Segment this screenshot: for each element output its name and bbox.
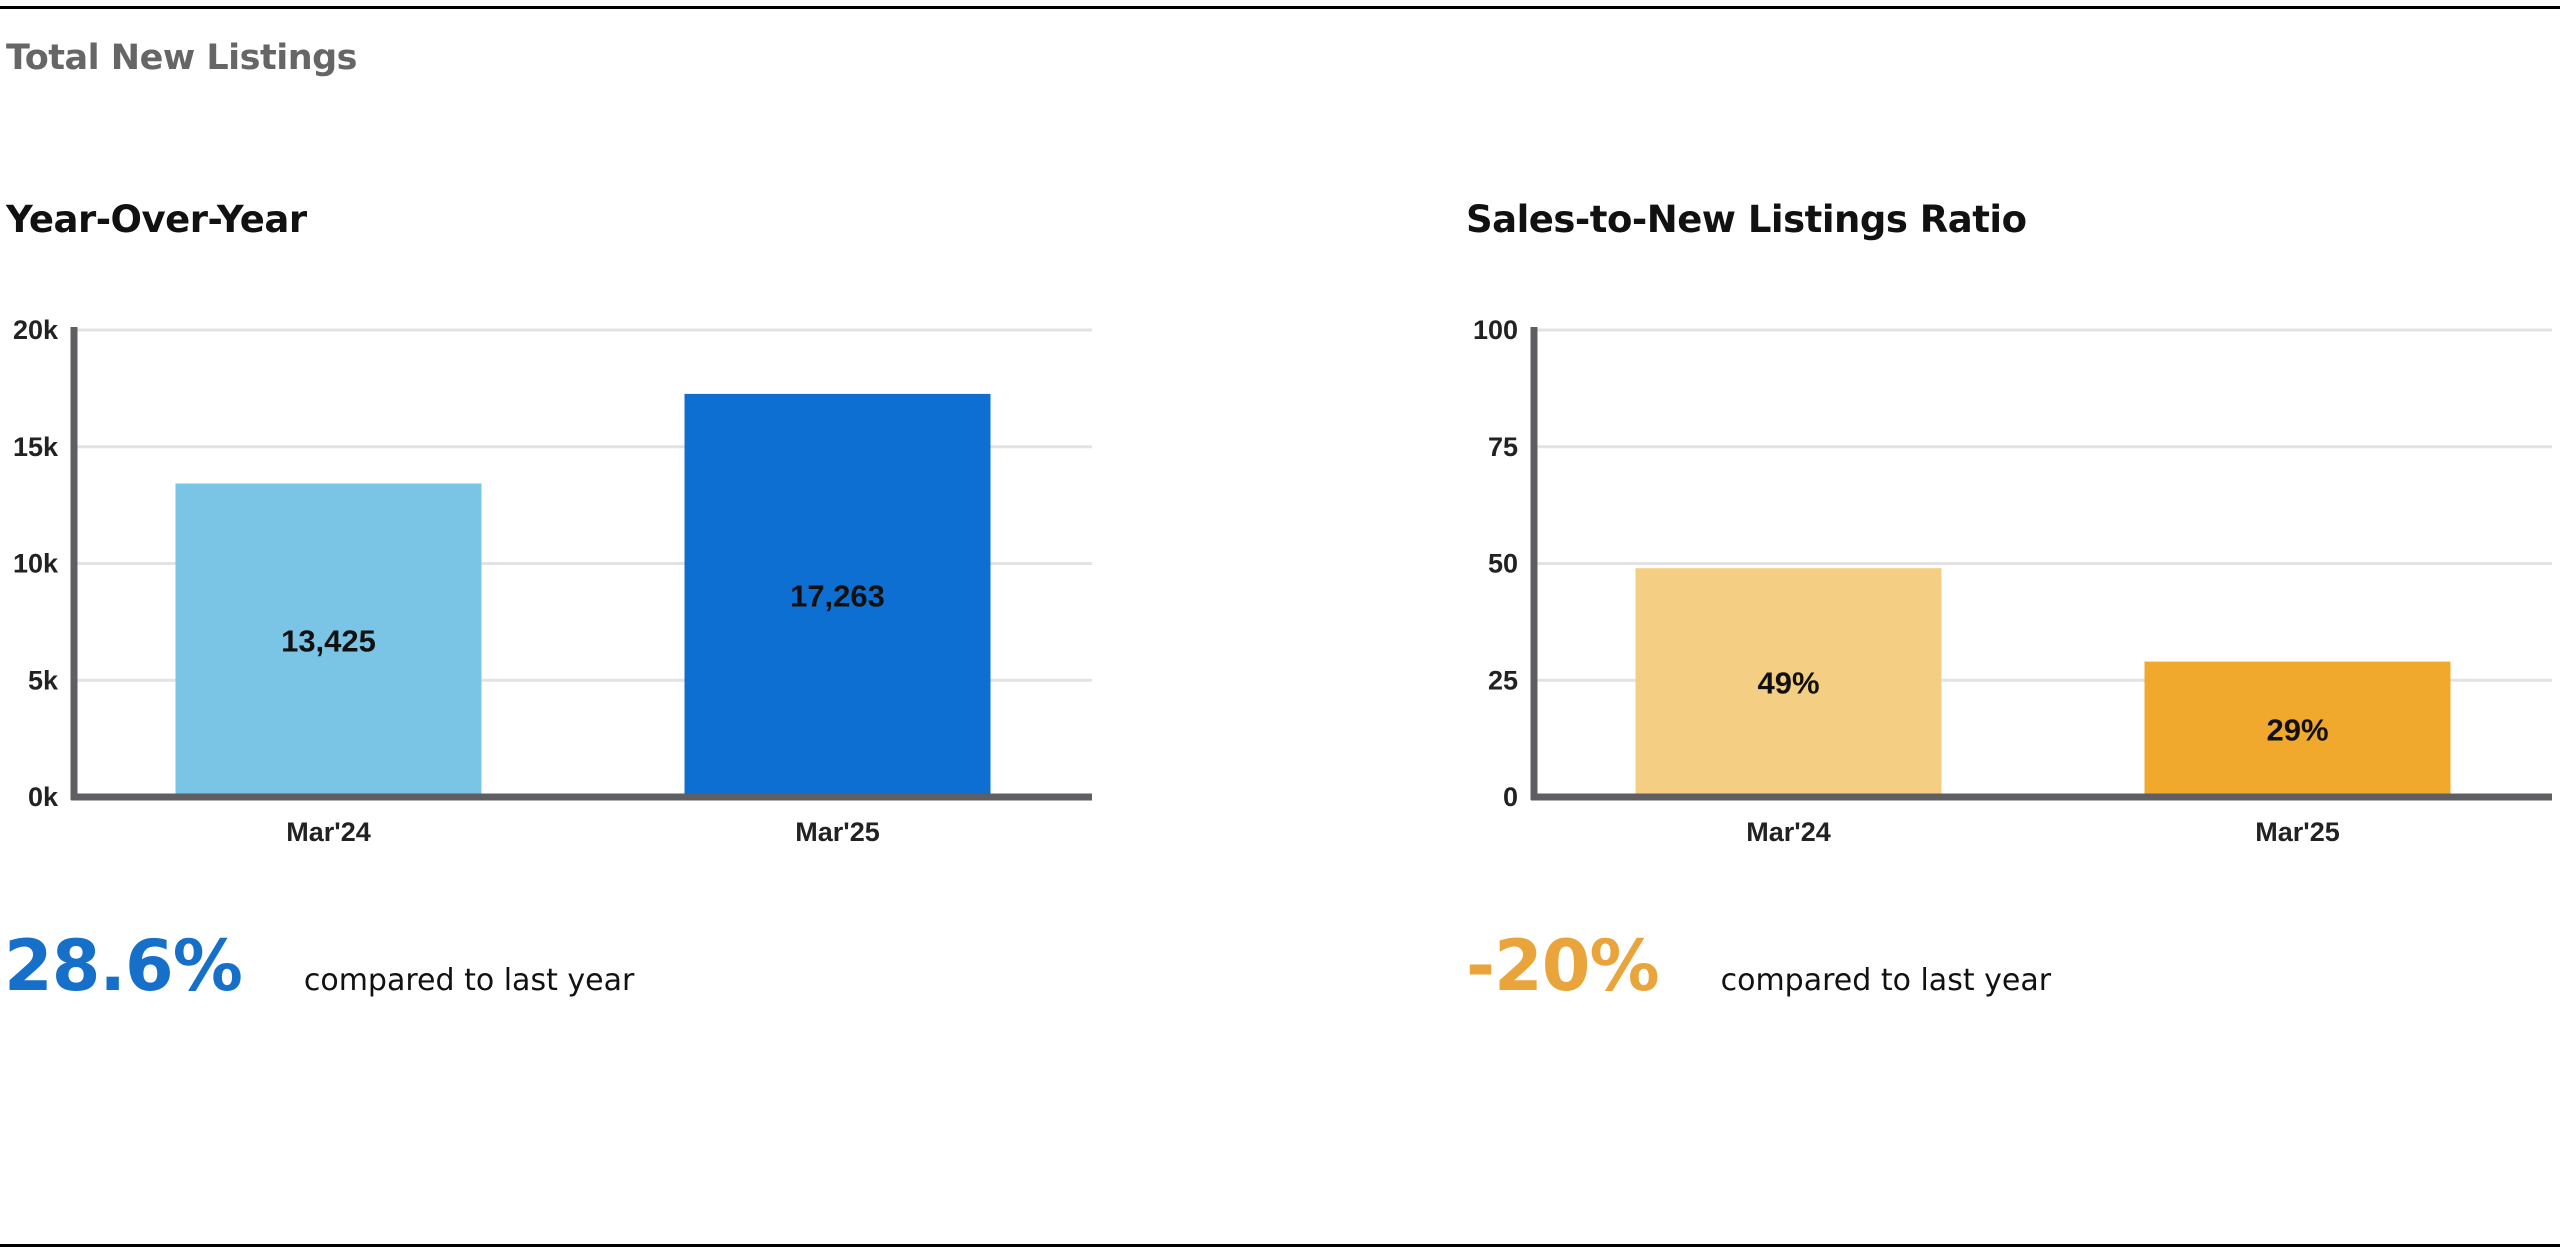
bar (684, 393, 991, 797)
x-category-label: Mar'24 (1746, 817, 1830, 847)
bar (175, 483, 482, 797)
bar-value-label: 29% (2266, 712, 2328, 747)
yoy-stat: 28.6% compared to last year (4, 925, 634, 1007)
bar-value-label: 13,425 (281, 623, 376, 658)
y-tick-label: 25 (1488, 665, 1518, 695)
x-category-label: Mar'25 (2255, 817, 2339, 847)
y-tick-label: 50 (1488, 549, 1518, 579)
y-tick-label: 0k (28, 782, 59, 812)
bar (1635, 568, 1942, 797)
bottom-divider (0, 1244, 2560, 1247)
y-tick-label: 10k (13, 549, 59, 579)
panel-title-sales-to-new-listings-ratio: Sales-to-New Listings Ratio (1466, 198, 2027, 241)
y-tick-label: 0 (1503, 782, 1518, 812)
x-category-label: Mar'25 (795, 817, 879, 847)
bar-value-label: 17,263 (790, 578, 885, 613)
sales-to-new-listings-ratio-bar-chart: 0 25 50 75 100 49% Mar'24 29% Mar'25 (1473, 315, 2552, 847)
x-category-label: Mar'24 (286, 817, 370, 847)
yoy-change-caption: compared to last year (303, 963, 635, 998)
y-tick-label: 75 (1488, 432, 1518, 462)
y-tick-label: 5k (28, 665, 59, 695)
bar-value-label: 49% (1757, 666, 1819, 701)
year-over-year-bar-chart: 0k 5k 10k 15k 20k 13,425 Mar'24 17,263 Mar'25 (13, 315, 1092, 847)
ratio-change-value: -20% (1466, 925, 1660, 1007)
bar (2144, 661, 2451, 797)
top-divider (0, 6, 2560, 9)
ratio-change-caption: compared to last year (1720, 963, 2052, 998)
section-title: Total New Listings (6, 38, 358, 78)
ratio-stat: -20% compared to last year (1466, 925, 2051, 1007)
panel-title-year-over-year: Year-Over-Year (6, 198, 307, 241)
y-tick-label: 15k (13, 432, 59, 462)
y-tick-label: 100 (1473, 315, 1518, 345)
y-tick-label: 20k (13, 315, 59, 345)
yoy-change-value: 28.6% (4, 925, 243, 1007)
